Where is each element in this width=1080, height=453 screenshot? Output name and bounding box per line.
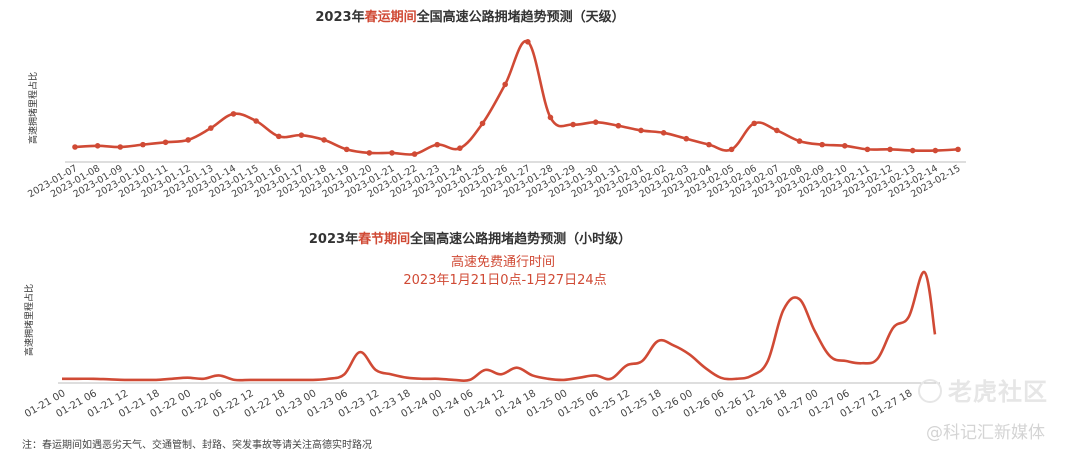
data-point xyxy=(298,132,305,138)
data-point xyxy=(230,111,237,117)
data-point xyxy=(796,138,803,144)
data-point xyxy=(434,141,441,148)
data-point xyxy=(932,147,939,154)
data-point xyxy=(94,143,101,149)
data-point xyxy=(728,146,735,153)
data-point xyxy=(751,120,758,127)
data-point xyxy=(570,121,576,128)
data-point xyxy=(162,139,169,146)
data-point xyxy=(343,146,350,153)
data-point xyxy=(117,144,124,150)
data-point xyxy=(525,39,531,45)
chart-title: 2023年春节期间全国高速公路拥堵趋势预测（小时级） xyxy=(309,231,631,247)
data-point xyxy=(411,151,418,157)
y-axis-label: 高速拥堵里程占比 xyxy=(23,284,35,356)
series-line xyxy=(62,270,937,383)
watermark-handle: @科记汇新媒体 xyxy=(926,423,1045,443)
data-point xyxy=(615,122,622,129)
chart-title-part: 全国高速公路拥堵趋势预测（天级） xyxy=(416,9,625,25)
data-point xyxy=(706,141,712,148)
data-point xyxy=(887,146,893,153)
data-point xyxy=(638,127,644,134)
data-point xyxy=(774,127,780,134)
chart-title-part: 2023年 xyxy=(315,9,364,25)
data-point xyxy=(841,143,848,149)
chart-title-part: 2023年 xyxy=(309,231,358,247)
data-point xyxy=(479,120,486,127)
data-point xyxy=(457,145,463,151)
series-line xyxy=(74,40,959,156)
watermark-logo: 老虎社区 xyxy=(918,372,1048,407)
data-point xyxy=(955,146,961,153)
chart-title: 2023年春运期间全国高速公路拥堵趋势预测（天级） xyxy=(315,9,624,25)
y-axis-label: 高速拥堵里程占比 xyxy=(27,72,39,144)
chart-title-part: 全国高速公路拥堵趋势预测（小时级） xyxy=(409,231,631,247)
data-point xyxy=(683,135,690,142)
data-point xyxy=(72,144,78,150)
data-point xyxy=(208,125,214,131)
data-point xyxy=(275,133,282,140)
data-point xyxy=(547,114,554,121)
data-point xyxy=(592,119,599,125)
data-point xyxy=(502,81,508,88)
data-point xyxy=(321,137,327,143)
data-point xyxy=(185,137,192,143)
data-point xyxy=(389,150,395,156)
logo-ring-icon xyxy=(918,379,942,403)
data-point xyxy=(819,141,825,148)
chart-subtitle: 高速免费通行时间 xyxy=(451,254,555,270)
watermark-logo-text: 老虎社区 xyxy=(948,378,1048,406)
hourly-congestion-chart: 2023年春节期间全国高速公路拥堵趋势预测（小时级） 高速免费通行时间 2023年1… xyxy=(23,231,940,420)
data-point xyxy=(909,147,916,154)
chart-title-highlight: 春运期间 xyxy=(364,9,417,25)
data-point xyxy=(366,150,373,156)
chart-title-highlight: 春节期间 xyxy=(357,231,410,247)
data-point xyxy=(660,130,667,136)
data-point xyxy=(140,141,146,148)
daily-congestion-chart: 2023年春运期间全国高速公路拥堵趋势预测（天级）高速拥堵里程占比2023-01… xyxy=(26,9,966,200)
data-point xyxy=(864,146,871,153)
footnote: 注：春运期间如遇恶劣天气、交通管制、封路、突发事故等请关注高德实时路况 xyxy=(22,440,372,451)
chart-subtitle: 2023年1月21日0点-1月27日24点 xyxy=(403,273,606,288)
data-point xyxy=(253,118,259,124)
